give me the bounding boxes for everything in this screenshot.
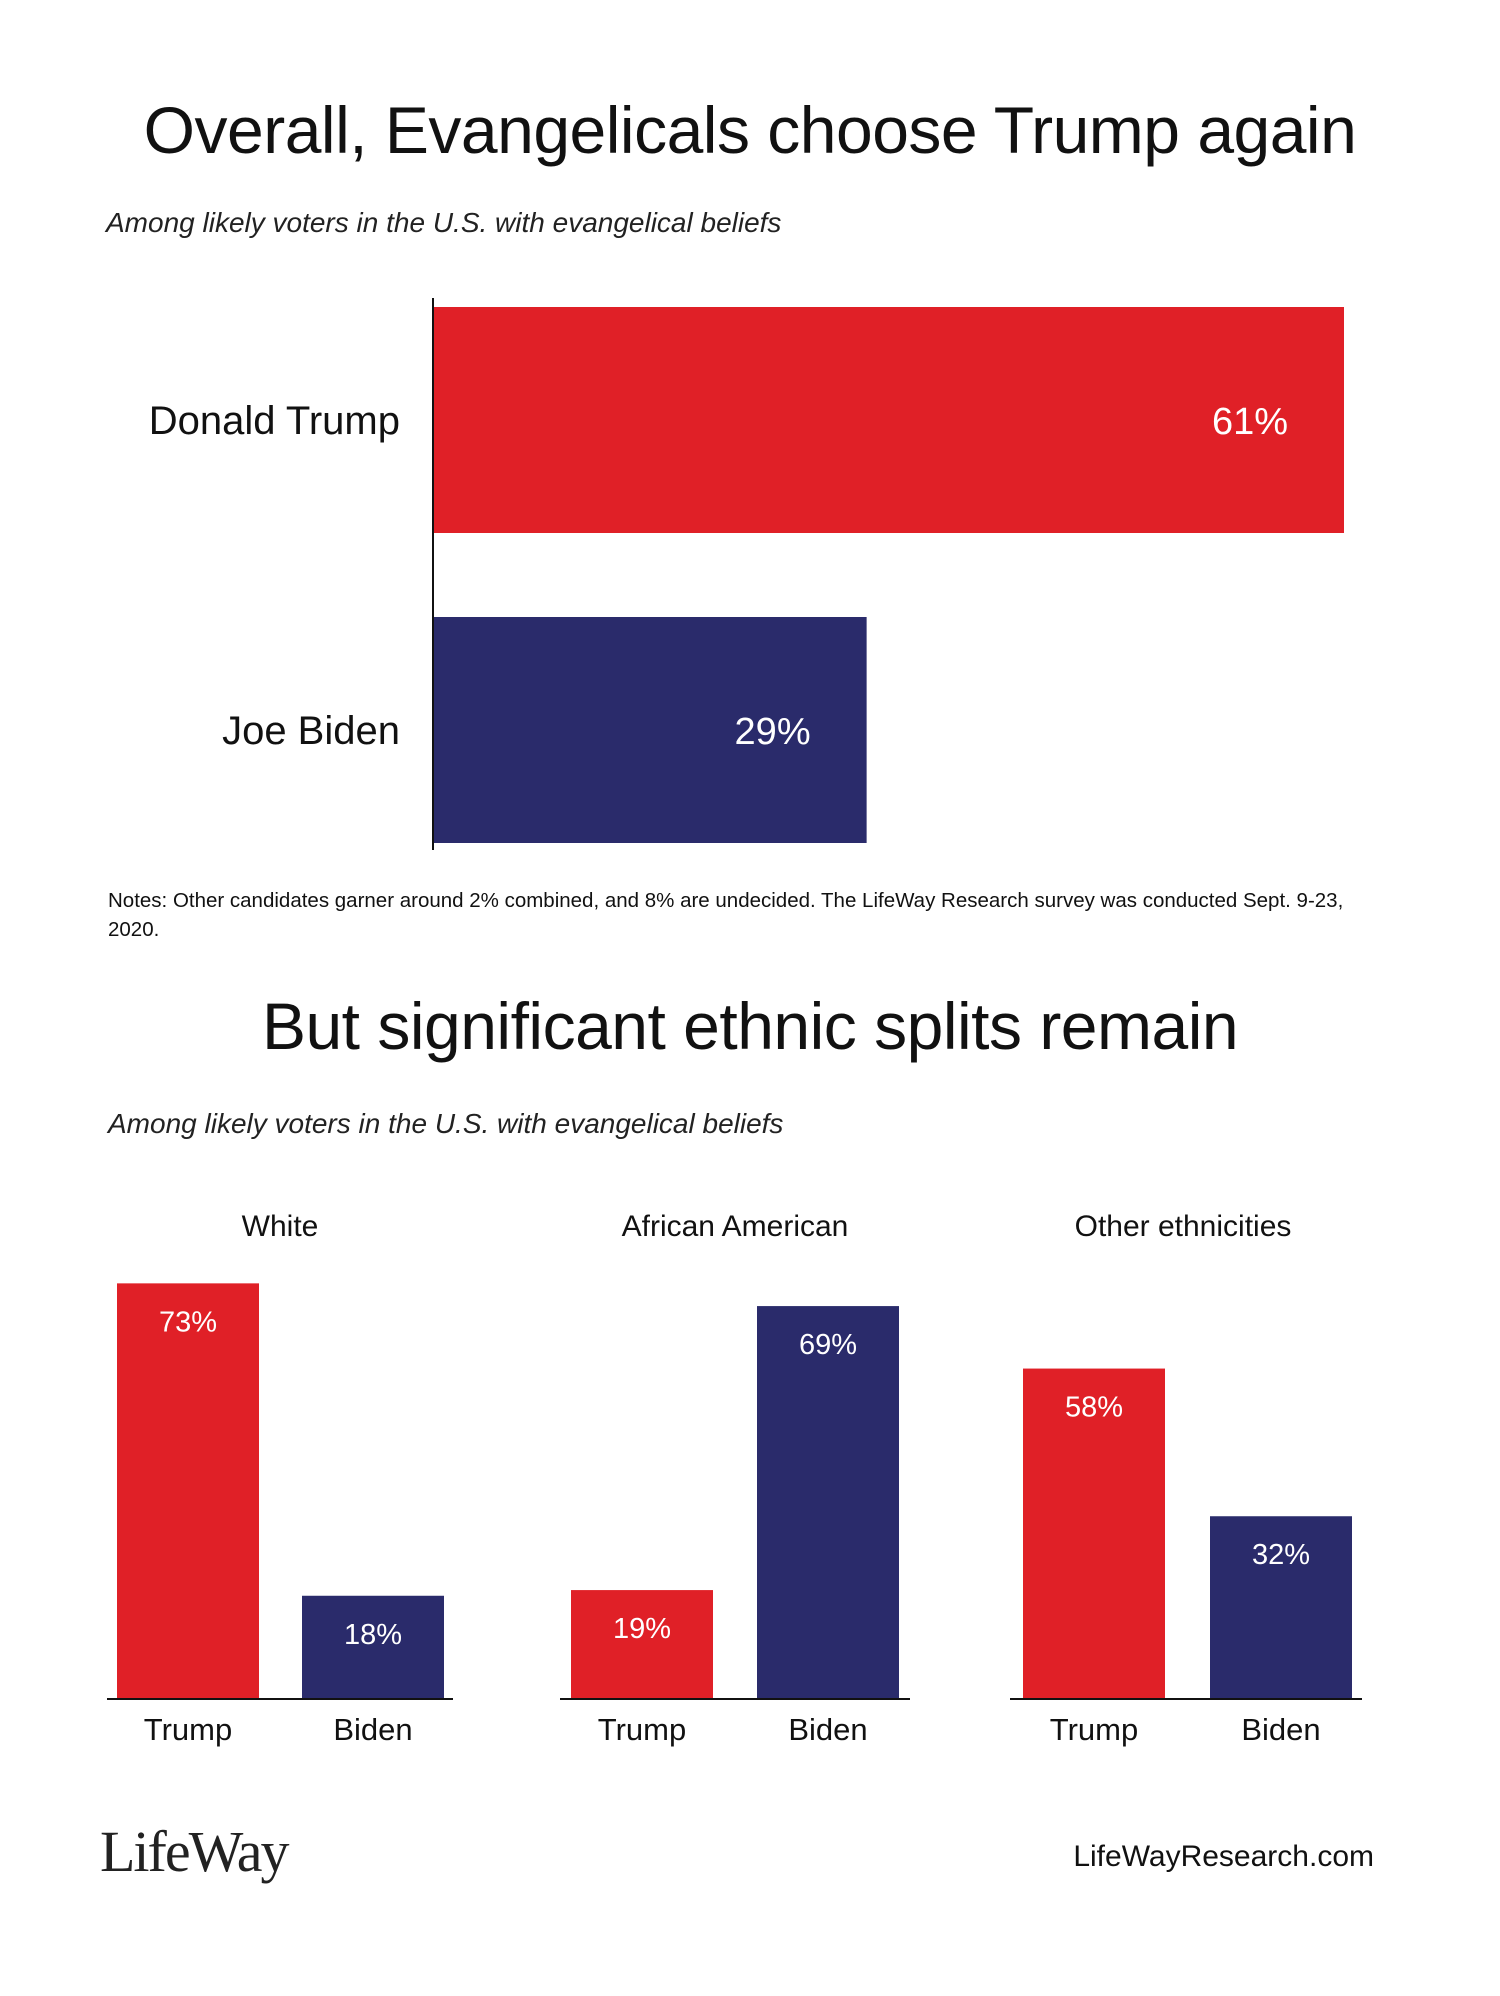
chart2-bar-1-0	[571, 1590, 713, 1698]
chart2-value-label-1-1: 69%	[799, 1329, 857, 1361]
lifeway-logo: LifeWay	[100, 1819, 289, 1884]
chart2-group-label-2: Other ethnicities	[1075, 1210, 1292, 1243]
chart2-bar-0-1	[302, 1595, 444, 1698]
chart2-value-label-0-1: 18%	[344, 1619, 402, 1651]
chart2-value-label-1-0: 19%	[613, 1613, 671, 1645]
chart2-title: But significant ethnic splits remain	[261, 989, 1239, 1063]
chart2-group-label-1: African American	[622, 1210, 849, 1243]
chart1-category-label-1: Joe Biden	[222, 709, 400, 753]
chart1-bar-0	[434, 307, 1344, 533]
chart2-subtitle: Among likely voters in the U.S. with eva…	[108, 1108, 784, 1139]
chart2-category-label-1-0: Trump	[598, 1712, 686, 1747]
chart2-category-label-2-1: Biden	[1241, 1712, 1320, 1747]
chart2-bar-0-0	[117, 1283, 259, 1698]
chart2-bar-1-1	[757, 1306, 899, 1698]
chart2-value-label-2-1: 32%	[1252, 1539, 1310, 1571]
chart2-category-label-0-1: Biden	[333, 1712, 412, 1747]
footer-url: LifeWayResearch.com	[1073, 1840, 1374, 1873]
chart1-title: Overall, Evangelicals choose Trump again	[143, 93, 1357, 167]
chart1-bar-1	[434, 617, 867, 843]
chart2-category-label-1-1: Biden	[788, 1712, 867, 1747]
chart1-category-label-0: Donald Trump	[149, 399, 400, 443]
chart1-subtitle: Among likely voters in the U.S. with eva…	[106, 207, 782, 238]
chart2-bar-2-0	[1023, 1368, 1165, 1698]
chart1-value-label-0: 61%	[1212, 401, 1288, 443]
chart2-value-label-0-0: 73%	[159, 1306, 217, 1338]
chart2-value-label-2-0: 58%	[1065, 1392, 1123, 1424]
chart2-category-label-2-0: Trump	[1050, 1712, 1138, 1747]
chart2-group-label-0: White	[242, 1210, 319, 1243]
chart1-value-label-1: 29%	[735, 711, 811, 753]
chart2-category-label-0-0: Trump	[144, 1712, 232, 1747]
chart2-bar-2-1	[1210, 1516, 1352, 1698]
chart1-notes: Notes: Other candidates garner around 2%…	[108, 889, 1344, 941]
